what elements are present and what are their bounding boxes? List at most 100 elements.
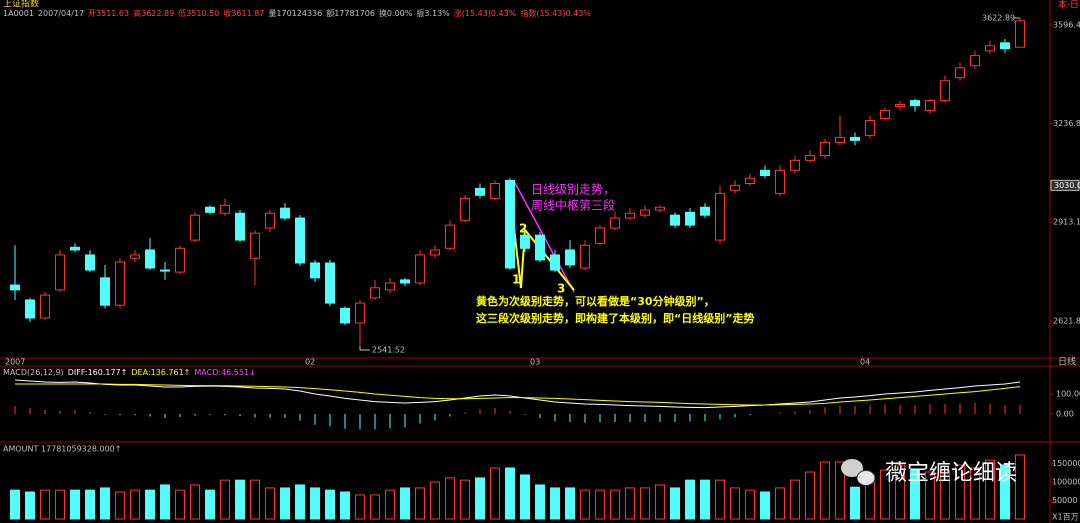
candle-body <box>460 197 470 221</box>
volume-bar <box>580 489 590 520</box>
candle-body <box>955 67 965 79</box>
volume-bar <box>940 469 950 520</box>
volume-bar <box>535 484 545 520</box>
candle-body <box>430 249 440 256</box>
candle-body <box>835 136 845 143</box>
candle-body <box>355 302 365 324</box>
candle-body <box>70 246 80 251</box>
volume-bar <box>355 494 365 520</box>
candle-body <box>175 247 185 273</box>
panel-title: AMOUNT 17781059328.000↑ <box>3 445 121 454</box>
candle-body <box>655 206 665 211</box>
quote-item: 收3611.87 <box>223 8 264 18</box>
candle-body <box>520 234 530 249</box>
volume-bar <box>985 459 995 520</box>
quote-item: 换0.00% <box>379 8 413 18</box>
volume-bar <box>400 487 410 520</box>
candle-body <box>235 212 245 241</box>
min-leader <box>359 346 370 351</box>
legend-entry: MACD:46.551↓ <box>194 368 255 377</box>
volume-bar <box>295 484 305 520</box>
volume-bar <box>235 479 245 520</box>
annotation: 日线级别走势， <box>531 183 615 197</box>
volume-bar <box>370 494 380 520</box>
candle-body <box>790 159 800 171</box>
volume-bar <box>715 479 725 520</box>
volume-bar <box>640 487 650 520</box>
volume-bar <box>250 479 260 520</box>
volume-bar <box>925 471 935 520</box>
candle-body <box>265 212 275 229</box>
volume-bar <box>490 467 500 520</box>
volume-bar <box>25 491 35 520</box>
volume-bar <box>280 487 290 520</box>
volume-bar <box>130 489 140 520</box>
candle-body <box>340 307 350 324</box>
quote-item: 额17781706 <box>326 8 375 18</box>
volume-bar <box>610 489 620 520</box>
volume-bar <box>910 469 920 520</box>
candle-body <box>565 249 575 266</box>
candle-body <box>130 254 140 259</box>
candle-body <box>595 227 605 244</box>
volume-bar <box>100 487 110 520</box>
candle-body <box>640 209 650 216</box>
cursor-price-box <box>1050 179 1080 191</box>
volume-bar <box>160 484 170 520</box>
volume-bar <box>625 487 635 520</box>
volume-bar <box>970 467 980 520</box>
candle-body <box>475 187 485 196</box>
volume-bar <box>325 489 335 520</box>
x-tick-label: 2007 <box>5 358 25 367</box>
candle-body <box>205 206 215 213</box>
volume-bar <box>205 489 215 520</box>
volume-bar <box>775 487 785 520</box>
volume-bar <box>190 484 200 520</box>
candle-body <box>715 192 725 241</box>
candle-body <box>295 217 305 264</box>
candle-body <box>370 287 380 299</box>
volume-bar <box>145 489 155 520</box>
macd-line <box>15 383 1021 406</box>
y-tick-label: 2913.1 <box>1053 218 1080 227</box>
candle-body <box>1000 42 1010 50</box>
cursor-price: 3030.0 <box>1054 181 1080 190</box>
candle-body <box>685 211 695 226</box>
volume-bar <box>175 489 185 520</box>
volume-bar <box>475 477 485 520</box>
legend-entry: DIFF:160.177↑ <box>68 368 128 377</box>
quote-item: 指数(15.43)0.43% <box>520 8 591 18</box>
volume-bar <box>685 479 695 520</box>
candle-body <box>580 244 590 269</box>
volume-bar <box>55 489 65 520</box>
candle-body <box>775 169 785 194</box>
x-axis-label: 日线 <box>1058 356 1076 368</box>
volume-bar <box>265 487 275 520</box>
volume-bar <box>70 489 80 520</box>
candle-body <box>100 277 110 306</box>
y-tick-label: 150000 <box>1052 459 1080 468</box>
watermark: 薇宝缠论细读 <box>885 461 1017 486</box>
volume-bar <box>115 491 125 520</box>
candle-body <box>400 279 410 284</box>
candle-body <box>880 110 890 120</box>
candle-body <box>385 282 395 291</box>
macd-line <box>14 379 1021 409</box>
y-tick-label: 0.00 <box>1056 410 1074 419</box>
candle-body <box>865 120 875 136</box>
candle-body <box>55 254 65 291</box>
volume-bar <box>550 487 560 520</box>
candle-body <box>940 80 950 102</box>
volume-bar <box>880 469 890 520</box>
candle-body <box>145 249 155 269</box>
quote-item: 涨(15.43)0.43% <box>454 8 517 18</box>
annotation: 周线中枢第三段 <box>531 198 615 213</box>
candle-body <box>610 217 620 229</box>
volume-bar <box>670 487 680 520</box>
quote-item: 振3.13% <box>416 8 450 18</box>
quote-item: 低3510.50 <box>178 8 219 18</box>
volume-bar <box>730 487 740 520</box>
point-label: 2 <box>519 222 527 236</box>
y-tick-label: 100.00 <box>1056 390 1080 399</box>
